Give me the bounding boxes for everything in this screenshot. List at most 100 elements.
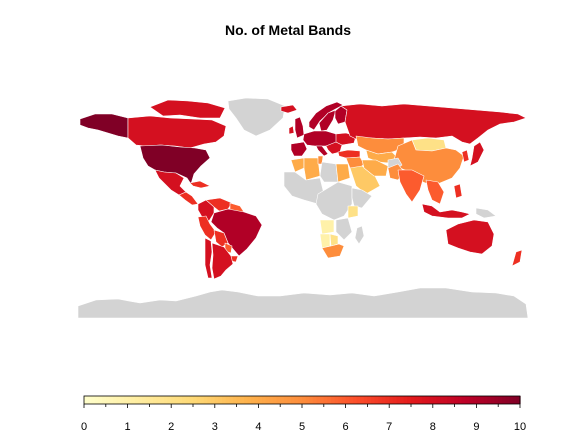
legend-tick-label: 3: [212, 421, 218, 432]
region-australia: [445, 219, 495, 255]
legend-color-step: [360, 396, 365, 404]
legend-color-step: [138, 396, 143, 404]
legend-color-step: [280, 396, 285, 404]
region-philippines: [453, 183, 463, 199]
legend-color-step: [134, 396, 140, 404]
region-botswana: [329, 233, 339, 247]
legend-tick-label: 9: [473, 421, 479, 432]
legend-color-step: [211, 396, 216, 404]
legend-tick-label: 5: [299, 421, 305, 432]
region-peru: [197, 215, 217, 241]
legend-color-step: [298, 396, 303, 404]
legend-color-step: [421, 396, 427, 404]
legend-color-step: [512, 396, 517, 404]
region-greenland: [227, 97, 286, 137]
legend-color-step: [483, 396, 488, 404]
legend-tick-label: 10: [514, 421, 526, 432]
region-kenya: [347, 205, 359, 219]
legend-color-step: [123, 396, 129, 404]
legend-color-step: [153, 396, 158, 404]
legend-color-step: [312, 396, 318, 404]
region-india: [397, 169, 425, 203]
region-japan: [469, 141, 485, 167]
region-turkey: [337, 149, 361, 159]
region-madagascar: [354, 225, 365, 245]
legend-tick-label: 4: [255, 421, 261, 432]
region-southeast-asia: [425, 179, 445, 205]
legend-tick-label: 7: [386, 421, 392, 432]
legend-color-step: [378, 396, 383, 404]
legend-color-step: [113, 396, 118, 404]
legend-color-step: [414, 396, 419, 404]
legend-tick-label: 8: [430, 421, 436, 432]
region-iceland: [280, 104, 298, 114]
legend-color-step: [305, 396, 310, 404]
legend-color-step: [320, 396, 325, 404]
legend-color-step: [349, 396, 354, 404]
region-central-africa: [315, 181, 353, 221]
legend-color-step: [345, 396, 350, 404]
region-cuba: [189, 180, 211, 189]
region-south-africa: [321, 243, 345, 259]
legend-color-step: [363, 396, 368, 404]
legend-color-step: [167, 396, 172, 404]
legend-color-step: [258, 396, 263, 404]
region-korea: [461, 149, 470, 163]
legend-color-step: [389, 396, 394, 404]
region-horn-of-africa: [351, 187, 373, 209]
legend-color-step: [98, 396, 103, 404]
legend-color-step: [418, 396, 423, 404]
legend-color-step: [338, 396, 343, 404]
region-mozambique: [335, 217, 353, 241]
legend-color-step: [102, 396, 107, 404]
legend-color-step: [160, 396, 165, 404]
legend-color-step: [203, 396, 209, 404]
legend-color-step: [458, 396, 463, 404]
legend-color-step: [472, 396, 477, 404]
region-ireland: [288, 125, 295, 135]
legend-color-step: [232, 396, 238, 404]
region-angola: [319, 219, 335, 235]
legend-color-step: [450, 396, 456, 404]
region-algeria: [303, 157, 321, 181]
legend-color-step: [494, 396, 499, 404]
legend-color-step: [200, 396, 205, 404]
color-legend: 0 1 2 3 4 5 6 7 8 9 10: [81, 395, 526, 432]
legend-color-step: [509, 396, 514, 404]
legend-color-bar: [83, 395, 521, 405]
legend-color-step: [498, 396, 503, 404]
legend-color-step: [454, 396, 459, 404]
region-namibia: [319, 233, 331, 249]
legend-color-step: [272, 396, 278, 404]
region-new-zealand: [511, 249, 523, 267]
legend-color-step: [425, 396, 430, 404]
legend-color-step: [163, 396, 169, 404]
region-iberia: [290, 141, 308, 157]
legend-color-step: [367, 396, 372, 404]
legend-color-step: [91, 396, 96, 404]
legend-color-step: [352, 396, 358, 404]
legend-color-step: [381, 396, 387, 404]
region-indonesia: [421, 203, 471, 219]
legend-color-step: [120, 396, 125, 404]
legend-color-step: [196, 396, 201, 404]
legend-ticks: [83, 404, 521, 408]
legend-tick-label: 6: [343, 421, 349, 432]
legend-color-step: [185, 396, 190, 404]
legend-color-step: [302, 396, 307, 404]
legend-color-step: [443, 396, 448, 404]
legend-color-step: [182, 396, 187, 404]
legend-tick-labels: 0 1 2 3 4 5 6 7 8 9 10: [81, 421, 526, 432]
legend-color-step: [283, 396, 289, 404]
legend-color-step: [294, 396, 299, 404]
legend-color-step: [407, 396, 412, 404]
region-morocco: [290, 157, 305, 173]
region-italy: [315, 145, 329, 157]
legend-color-step: [501, 396, 507, 404]
legend-color-step: [341, 396, 347, 404]
region-alaska: [79, 113, 129, 139]
legend-color-step: [87, 396, 92, 404]
legend-color-step: [131, 396, 136, 404]
map-title: No. of Metal Bands: [224, 22, 351, 38]
legend-color-step: [447, 396, 452, 404]
